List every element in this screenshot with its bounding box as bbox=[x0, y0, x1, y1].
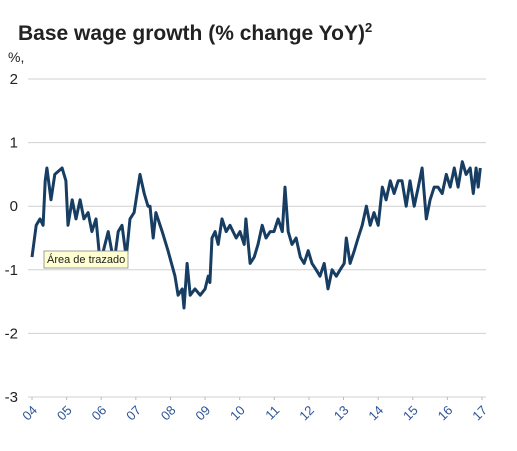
tooltip-box bbox=[43, 250, 129, 269]
x-tick-label: 08 bbox=[158, 403, 179, 424]
tooltip-text: Área de trazado bbox=[47, 253, 125, 266]
x-tick-label: 04 bbox=[19, 403, 40, 424]
chart-title: Base wage growth (% change YoY)2 bbox=[18, 20, 372, 45]
x-tick-label: 10 bbox=[227, 403, 248, 424]
y-tick-label: -3 bbox=[5, 389, 18, 406]
x-tick-label: 05 bbox=[54, 403, 75, 424]
title-text: Base wage growth (% change YoY) bbox=[18, 22, 365, 45]
y-tick-label: -2 bbox=[5, 325, 18, 342]
x-tick-label: 11 bbox=[262, 403, 282, 423]
title-superscript: 2 bbox=[365, 20, 372, 35]
data-line bbox=[30, 160, 482, 310]
x-tick-label: 17 bbox=[469, 403, 490, 424]
x-tick-label: 09 bbox=[192, 403, 213, 424]
y-tick-label: 1 bbox=[10, 135, 18, 152]
x-tick-label: 12 bbox=[296, 403, 317, 424]
y-tick-label: -1 bbox=[5, 262, 18, 279]
tooltip: Área de trazado bbox=[43, 250, 129, 269]
plot-area bbox=[30, 160, 482, 310]
y-tick-label: 2 bbox=[10, 71, 18, 88]
x-tick-label: 06 bbox=[89, 403, 110, 424]
y-unit-label: %, bbox=[8, 49, 24, 65]
x-tick-label: 13 bbox=[331, 403, 352, 424]
x-tick-label: 16 bbox=[435, 403, 456, 424]
x-tick-label: 15 bbox=[400, 403, 421, 424]
x-tick-label: 07 bbox=[123, 403, 144, 424]
x-tick-label: 14 bbox=[365, 403, 386, 424]
y-tick-label: 0 bbox=[10, 198, 18, 215]
